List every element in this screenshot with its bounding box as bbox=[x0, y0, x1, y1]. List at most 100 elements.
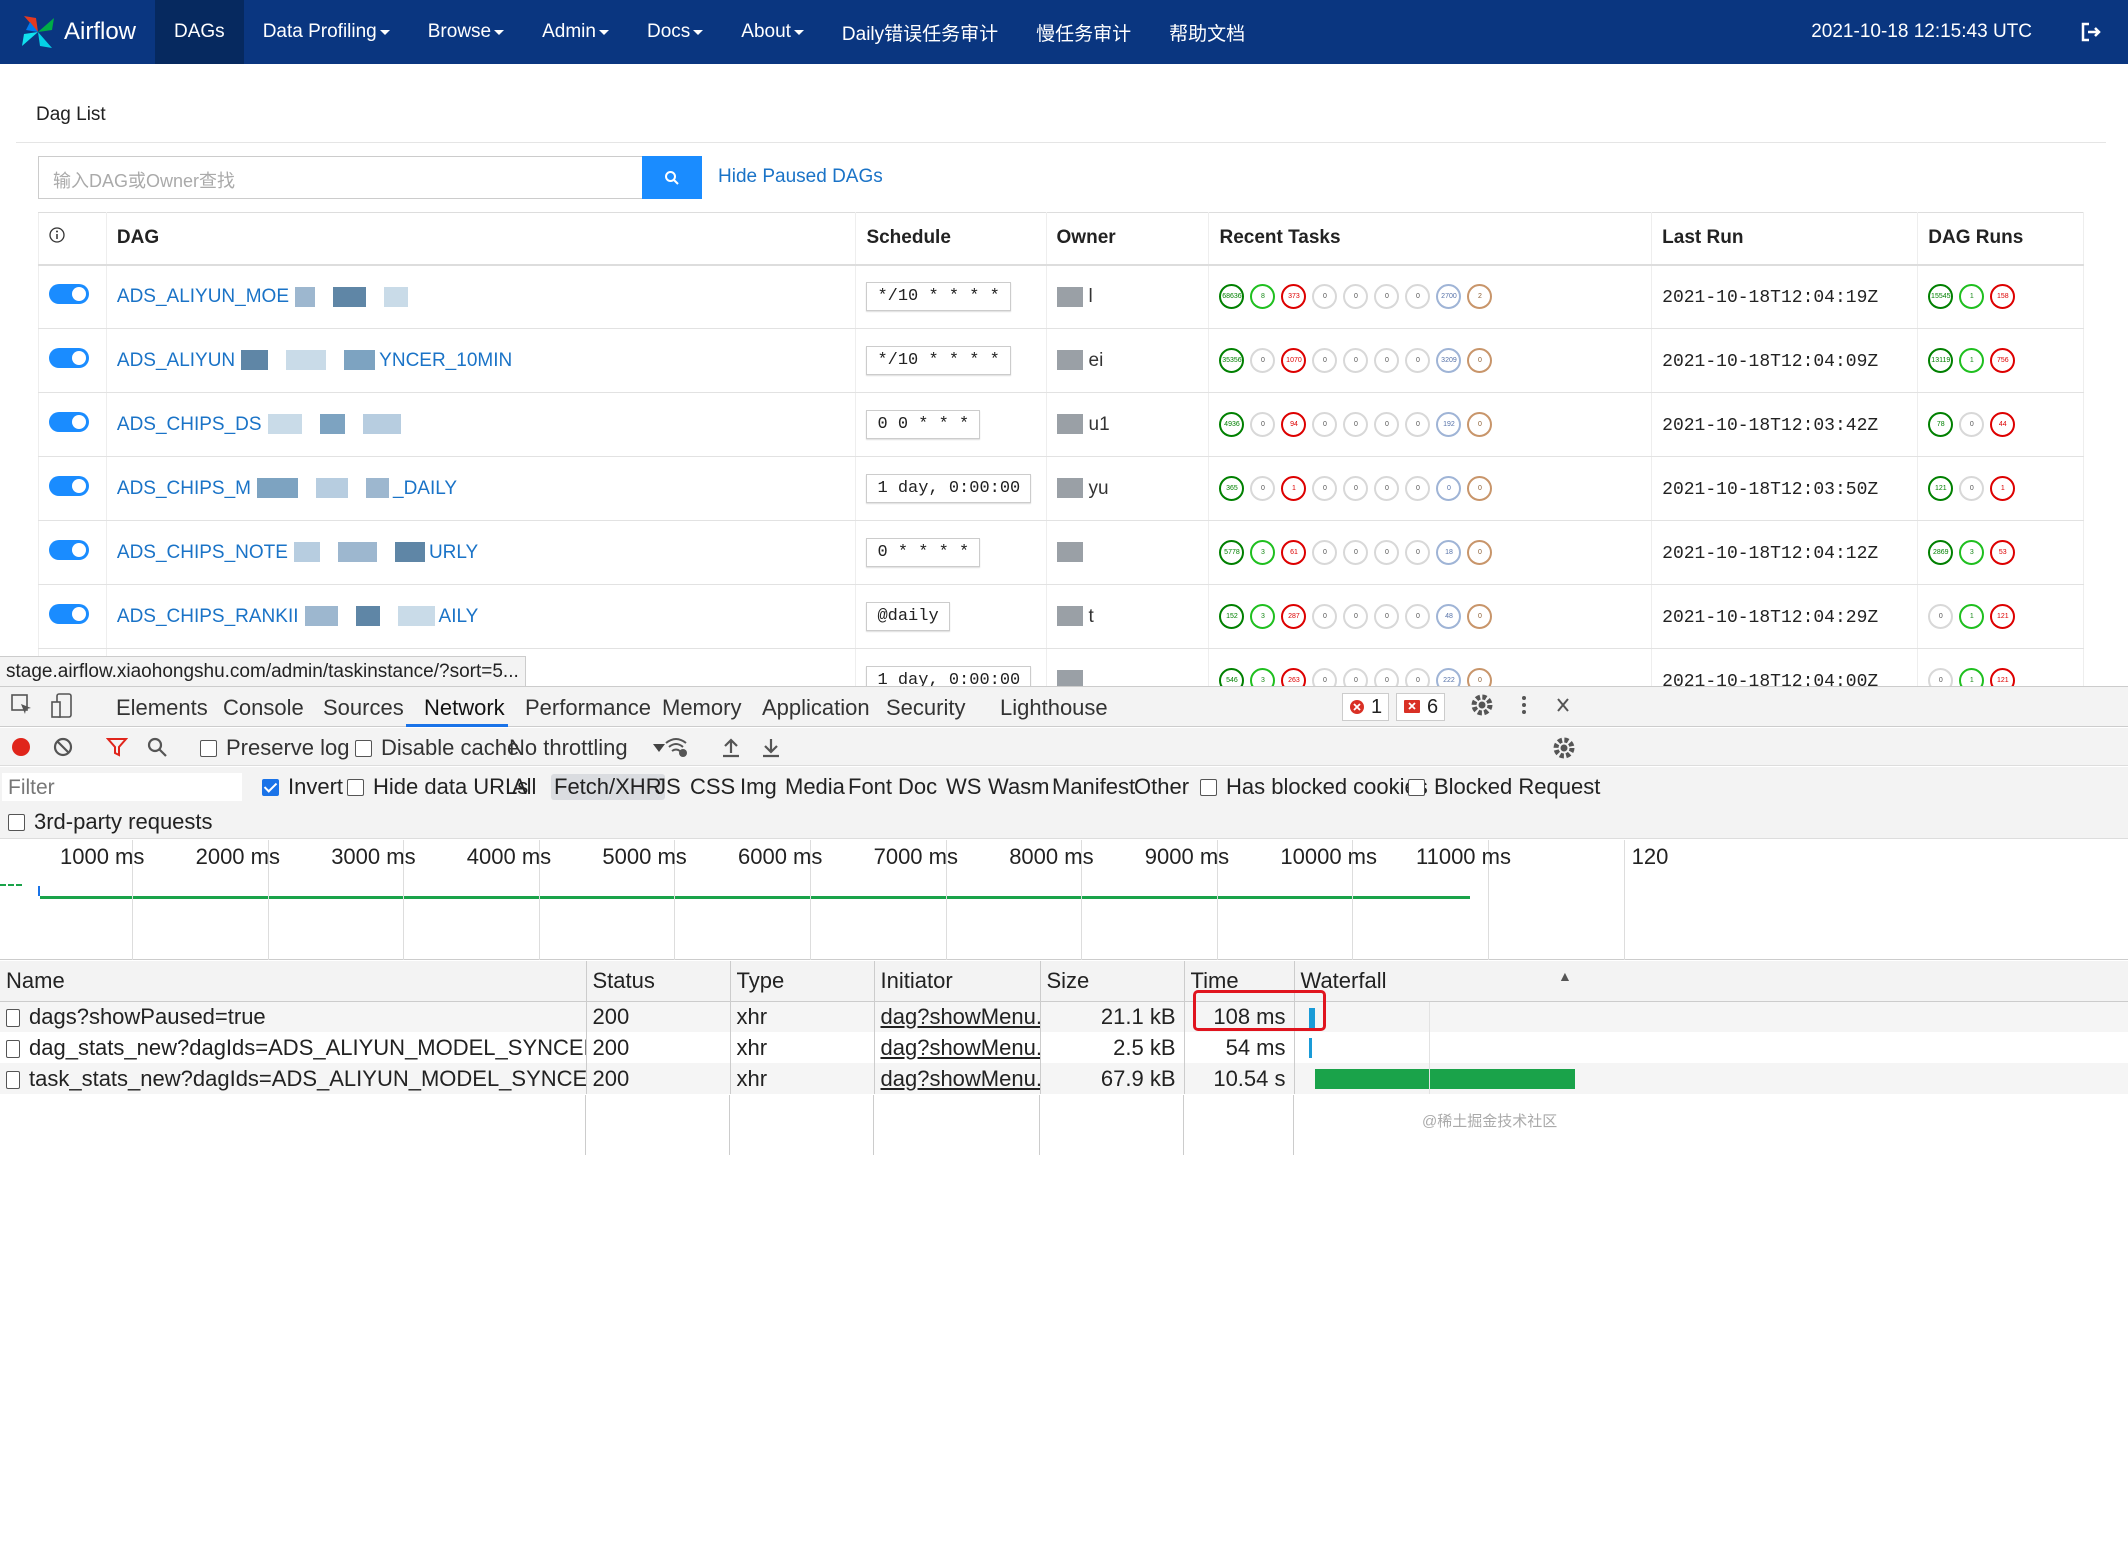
dag-run-circle[interactable]: 0 bbox=[1959, 412, 1985, 437]
dag-pause-toggle[interactable] bbox=[49, 411, 89, 432]
tab-sources[interactable]: Sources bbox=[323, 695, 404, 720]
task-state-circle[interactable]: 0 bbox=[1405, 540, 1431, 565]
task-state-circle[interactable]: 192 bbox=[1436, 412, 1462, 437]
dag-link-tail[interactable]: _DAILY bbox=[393, 477, 458, 499]
dag-link[interactable]: ADS_CHIPS_M bbox=[116, 477, 251, 499]
record-button[interactable] bbox=[10, 736, 32, 758]
task-state-circle[interactable]: 0 bbox=[1343, 476, 1369, 501]
tab-application[interactable]: Application bbox=[762, 695, 870, 720]
task-state-circle[interactable]: 4936 bbox=[1219, 412, 1245, 437]
col-type[interactable]: Type bbox=[730, 961, 875, 1002]
task-state-circle[interactable]: 0 bbox=[1467, 540, 1493, 565]
dag-run-circle[interactable]: 121 bbox=[1990, 604, 2016, 629]
dag-link[interactable]: ADS_ALIYUN bbox=[116, 349, 236, 371]
dag-run-circle[interactable]: 78 bbox=[1928, 412, 1954, 437]
task-state-circle[interactable]: 61 bbox=[1281, 540, 1307, 565]
info-icon[interactable] bbox=[49, 227, 65, 243]
filter-type-all[interactable]: All bbox=[512, 774, 537, 799]
clear-button[interactable] bbox=[52, 736, 74, 758]
nav-daily-audit[interactable]: Daily错误任务审计 bbox=[823, 0, 1017, 64]
dag-run-circle[interactable]: 1 bbox=[1959, 348, 1985, 373]
col-initiator[interactable]: Initiator bbox=[874, 961, 1041, 1002]
third-party-checkbox[interactable]: 3rd-party requests bbox=[8, 809, 213, 835]
filter-type-font[interactable]: Font bbox=[848, 774, 893, 799]
filter-type-ws[interactable]: WS bbox=[946, 774, 982, 799]
dag-run-circle[interactable]: 158 bbox=[1990, 284, 2016, 310]
dag-link[interactable]: ADS_CHIPS_DS bbox=[116, 413, 262, 435]
hide-paused-link[interactable]: Hide Paused DAGs bbox=[718, 166, 883, 187]
dag-pause-toggle[interactable] bbox=[49, 347, 89, 368]
last-run-time[interactable]: 2021-10-18T12:04:19Z bbox=[1662, 287, 1879, 308]
preserve-log-checkbox[interactable]: Preserve log bbox=[200, 735, 350, 761]
dag-pause-toggle[interactable] bbox=[49, 603, 89, 624]
dag-run-circle[interactable]: 53 bbox=[1990, 540, 2016, 565]
filter-type-other[interactable]: Other bbox=[1134, 774, 1190, 799]
task-state-circle[interactable]: 287 bbox=[1281, 604, 1307, 629]
dag-pause-toggle[interactable] bbox=[49, 539, 89, 560]
filter-type-media[interactable]: Media bbox=[785, 774, 845, 799]
task-state-circle[interactable]: 0 bbox=[1312, 412, 1338, 437]
tab-lighthouse[interactable]: Lighthouse bbox=[1000, 695, 1108, 720]
tab-console[interactable]: Console bbox=[223, 695, 304, 720]
dag-run-circle[interactable]: 121 bbox=[1928, 476, 1954, 501]
task-state-circle[interactable]: 0 bbox=[1374, 476, 1400, 501]
network-conditions-icon[interactable] bbox=[664, 736, 690, 758]
last-run-time[interactable]: 2021-10-18T12:03:42Z bbox=[1662, 415, 1879, 436]
dag-run-circle[interactable]: 1 bbox=[1959, 284, 1985, 310]
nav-data-profiling[interactable]: Data Profiling bbox=[244, 0, 409, 64]
filter-type-img[interactable]: Img bbox=[740, 774, 777, 799]
task-state-circle[interactable]: 3209 bbox=[1436, 348, 1462, 373]
task-state-circle[interactable]: 0 bbox=[1436, 476, 1462, 501]
request-name[interactable]: dags?showPaused=true bbox=[29, 1003, 266, 1029]
task-state-circle[interactable]: 0 bbox=[1312, 284, 1338, 310]
issues-counter[interactable]: 6 bbox=[1396, 693, 1446, 721]
task-state-circle[interactable]: 0 bbox=[1250, 348, 1276, 373]
filter-input[interactable]: Filter bbox=[2, 773, 242, 801]
more-options-icon[interactable] bbox=[1518, 693, 1530, 723]
throttling-select[interactable]: No throttling bbox=[509, 735, 666, 761]
filter-type-doc[interactable]: Doc bbox=[898, 774, 938, 799]
task-state-circle[interactable]: 0 bbox=[1405, 348, 1431, 373]
dag-link-tail[interactable]: URLY bbox=[428, 541, 479, 563]
task-state-circle[interactable]: 0 bbox=[1312, 348, 1338, 373]
dag-run-circle[interactable]: 756 bbox=[1990, 348, 2016, 373]
task-state-circle[interactable]: 8 bbox=[1250, 284, 1276, 310]
dag-run-circle[interactable]: 13119 bbox=[1928, 348, 1954, 373]
dag-run-circle[interactable]: 2869 bbox=[1928, 540, 1954, 565]
close-devtools-icon[interactable] bbox=[1556, 693, 1570, 723]
last-run-time[interactable]: 2021-10-18T12:04:12Z bbox=[1662, 543, 1879, 564]
last-run-time[interactable]: 2021-10-18T12:04:29Z bbox=[1662, 607, 1879, 628]
nav-docs[interactable]: Docs bbox=[628, 0, 722, 64]
dag-run-circle[interactable]: 3 bbox=[1959, 540, 1985, 565]
dag-run-circle[interactable]: 0 bbox=[1928, 604, 1954, 629]
device-toolbar-icon[interactable] bbox=[50, 693, 74, 725]
task-state-circle[interactable]: 0 bbox=[1343, 540, 1369, 565]
task-state-circle[interactable]: 0 bbox=[1250, 476, 1276, 501]
task-state-circle[interactable]: 0 bbox=[1374, 604, 1400, 629]
request-row[interactable]: task_stats_new?dagIds=ADS_ALIYUN_MODEL_S… bbox=[0, 1063, 2128, 1094]
blocked-requests-checkbox[interactable]: Blocked Request bbox=[1408, 774, 1600, 800]
import-har-icon[interactable] bbox=[720, 736, 742, 758]
filter-type-js[interactable]: JS bbox=[655, 774, 681, 799]
tab-network[interactable]: Network bbox=[424, 695, 505, 720]
col-name[interactable]: Name bbox=[0, 961, 587, 1002]
task-state-circle[interactable]: 35356 bbox=[1219, 348, 1245, 373]
task-state-circle[interactable]: 0 bbox=[1374, 284, 1400, 310]
inspect-element-icon[interactable] bbox=[10, 693, 34, 723]
task-state-circle[interactable]: 0 bbox=[1405, 284, 1431, 310]
request-name[interactable]: task_stats_new?dagIds=ADS_ALIYUN_MODEL_S… bbox=[29, 1065, 586, 1091]
task-state-circle[interactable]: 0 bbox=[1374, 540, 1400, 565]
task-state-circle[interactable]: 0 bbox=[1343, 604, 1369, 629]
filter-type-fetch-xhr[interactable]: Fetch/XHR bbox=[551, 774, 665, 800]
nav-about[interactable]: About bbox=[722, 0, 823, 64]
dag-link[interactable]: ADS_ALIYUN_MOE bbox=[116, 285, 290, 307]
settings-gear-icon[interactable] bbox=[1470, 693, 1494, 723]
dag-link-tail[interactable]: YNCER_10MIN bbox=[379, 349, 513, 371]
dag-pause-toggle[interactable] bbox=[49, 283, 89, 304]
request-row[interactable]: dags?showPaused=true 200 xhr dag?showMenu..… bbox=[0, 1001, 2128, 1032]
last-run-time[interactable]: 2021-10-18T12:03:50Z bbox=[1662, 479, 1879, 500]
dag-link[interactable]: ADS_CHIPS_NOTE bbox=[116, 541, 288, 563]
request-name[interactable]: dag_stats_new?dagIds=ADS_ALIYUN_MODEL_SY… bbox=[29, 1034, 585, 1060]
task-state-circle[interactable]: 373 bbox=[1281, 284, 1307, 310]
dag-run-circle[interactable]: 1 bbox=[1959, 604, 1985, 629]
